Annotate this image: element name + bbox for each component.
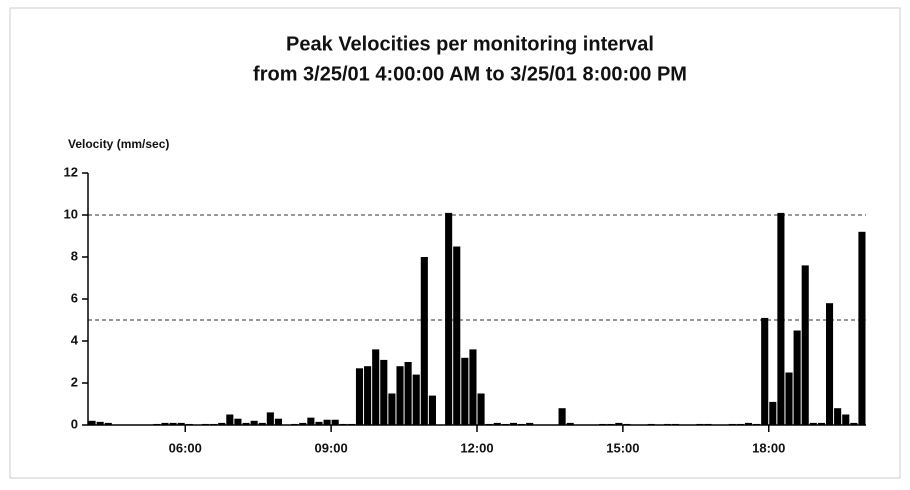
bar (801, 265, 809, 425)
bar (177, 422, 185, 425)
bar (817, 422, 825, 425)
chart-subtitle: from 3/25/01 4:00:00 AM to 3/25/01 8:00:… (253, 63, 687, 85)
bar (242, 422, 250, 425)
bar (785, 372, 793, 425)
bar (218, 422, 226, 425)
y-tick-label: 4 (71, 332, 79, 347)
x-tick-label: 18:00 (752, 440, 785, 455)
bar (299, 422, 307, 425)
bar (842, 414, 850, 425)
bar (388, 393, 396, 425)
bar (258, 422, 266, 425)
bar (769, 401, 777, 425)
bar (461, 357, 469, 425)
bar (793, 330, 801, 425)
bar (323, 419, 331, 425)
bar (104, 422, 112, 425)
y-tick-label: 2 (71, 374, 78, 389)
bar (96, 421, 104, 425)
bar (380, 359, 388, 425)
bar (744, 422, 753, 425)
bar (850, 422, 858, 425)
bar (777, 212, 785, 425)
bar (274, 418, 282, 425)
bar (453, 246, 461, 425)
y-tick-label: 8 (71, 248, 78, 263)
bar (307, 417, 315, 425)
bar (364, 366, 372, 425)
x-tick-label: 12:00 (460, 440, 493, 455)
bar (834, 408, 842, 425)
bar (355, 368, 364, 425)
bar (169, 422, 177, 425)
bar (226, 414, 234, 425)
bar (234, 418, 242, 425)
y-tick-label: 6 (71, 290, 78, 305)
bar (428, 395, 436, 425)
bar (825, 303, 834, 425)
x-tick-label: 06:00 (169, 440, 202, 455)
bar (250, 420, 258, 425)
y-tick-label: 0 (71, 416, 78, 431)
bar (809, 422, 817, 425)
bar (331, 419, 339, 425)
bar (858, 231, 866, 425)
bar (315, 421, 323, 425)
bar (445, 212, 453, 425)
chart-title: Peak Velocities per monitoring interval (286, 33, 654, 55)
bar (412, 374, 420, 425)
bar (404, 362, 412, 425)
x-tick-label: 15:00 (606, 440, 639, 455)
bar (420, 257, 428, 425)
bar (493, 422, 501, 425)
y-tick-label: 10 (64, 206, 78, 221)
bar (88, 420, 96, 425)
bar (396, 366, 404, 425)
bar (566, 422, 574, 425)
bar (266, 412, 274, 425)
bar (372, 349, 380, 425)
bar (615, 422, 623, 425)
bar (161, 422, 169, 425)
bar (558, 408, 566, 425)
bar (526, 422, 534, 425)
bar (469, 349, 477, 425)
bar (509, 422, 518, 425)
y-axis-label: Velocity (mm/sec) (68, 137, 169, 151)
y-tick-label: 12 (64, 164, 78, 179)
bar (477, 393, 485, 425)
bar (761, 317, 769, 425)
x-tick-label: 09:00 (315, 440, 348, 455)
